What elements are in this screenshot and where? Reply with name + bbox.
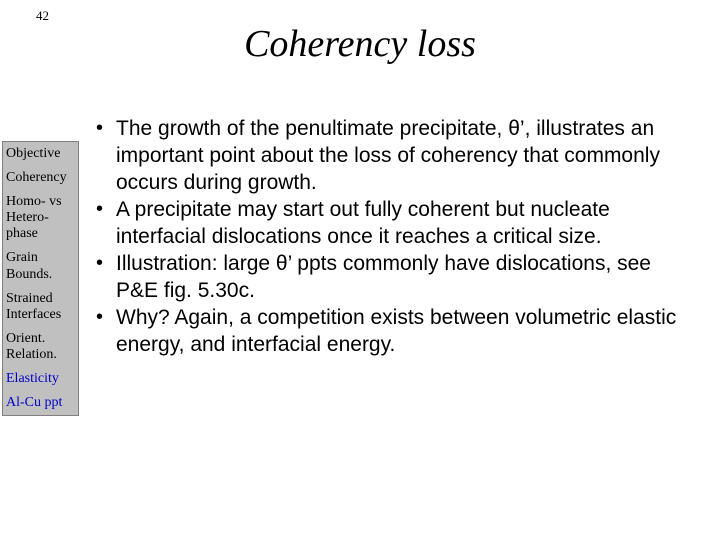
sidebar-item[interactable]: Orient. Relation. — [3, 327, 78, 367]
bullet-item: •The growth of the penultimate precipita… — [92, 115, 696, 196]
content-area: •The growth of the penultimate precipita… — [92, 115, 696, 358]
bullet-mark: • — [92, 196, 116, 223]
bullet-mark: • — [92, 304, 116, 331]
bullet-text: Illustration: large θ’ ppts commonly hav… — [116, 250, 696, 304]
bullet-mark: • — [92, 250, 116, 277]
page-title: Coherency loss — [0, 22, 720, 66]
bullet-item: •A precipitate may start out fully coher… — [92, 196, 696, 250]
bullet-text: The growth of the penultimate precipitat… — [116, 115, 696, 196]
sidebar-item[interactable]: Elasticity — [3, 367, 78, 391]
bullet-text: Why? Again, a competition exists between… — [116, 304, 696, 358]
bullet-text: A precipitate may start out fully cohere… — [116, 196, 696, 250]
sidebar-item[interactable]: Coherency — [3, 166, 78, 190]
sidebar-item[interactable]: Strained Interfaces — [3, 287, 78, 327]
sidebar-item[interactable]: Objective — [3, 142, 78, 166]
sidebar-item[interactable]: Homo- vs Hetero-phase — [3, 190, 78, 246]
bullet-item: •Why? Again, a competition exists betwee… — [92, 304, 696, 358]
sidebar-item[interactable]: Grain Bounds. — [3, 246, 78, 286]
sidebar-item[interactable]: Al-Cu ppt — [3, 391, 78, 415]
bullet-mark: • — [92, 115, 116, 142]
bullet-item: •Illustration: large θ’ ppts commonly ha… — [92, 250, 696, 304]
sidebar: ObjectiveCoherencyHomo- vs Hetero-phaseG… — [2, 141, 79, 416]
